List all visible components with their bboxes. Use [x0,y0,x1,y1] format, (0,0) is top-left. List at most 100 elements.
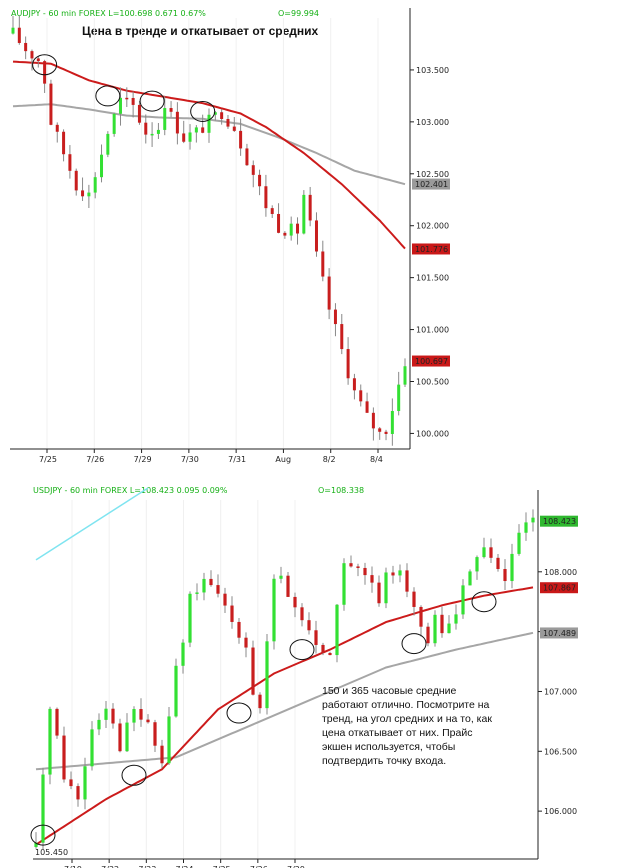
candle-up [87,192,91,197]
price-tag-label: 102.401 [415,180,448,189]
candle-up [163,108,167,130]
audjpy-header-symbol: AUDJPY - 60 min FOREX L=100.698 0.671 0.… [11,9,206,18]
usdjpy-candles [34,509,535,850]
x-tick-label: 8/2 [323,455,336,464]
candle-down [307,620,311,631]
annotation-line: 150 и 365 часовые средние [322,685,457,697]
candle-up [93,177,97,193]
audjpy-axes: 103.500 103.000 102.500 102.000 101.500 101.0… [10,8,450,464]
candle-up [100,154,104,178]
price-tag-label: 108.423 [543,517,576,526]
candle-up [90,729,94,767]
candle-up [531,517,535,523]
candle-down [300,607,304,621]
candle-down [264,186,268,209]
candle-down [321,251,325,277]
x-tick-label: 7/25 [213,865,231,868]
candle-up [335,604,339,656]
price-tag [412,243,450,255]
candle-down [244,637,248,648]
usdjpy-trendline [35,487,149,561]
candle-up [118,97,122,114]
candle-up [132,709,136,723]
candle-down [258,174,262,187]
candle-down [49,83,53,125]
audjpy-grid [46,18,379,449]
candle-down [76,786,80,800]
y-tick-label: 108.000 [544,568,577,577]
candle-down [153,722,157,746]
usdjpy-header-open: O=108.338 [318,486,364,495]
candle-down [283,232,287,236]
candle-down [223,593,227,606]
candle-down [175,111,179,134]
candle-down [139,709,143,720]
candle-up [302,194,306,234]
candle-down [239,130,243,149]
candle-up [106,133,110,155]
y-tick-label: 100.000 [416,429,449,438]
candle-down [378,428,382,432]
candle-up [188,593,192,643]
y-tick-label: 100.500 [416,377,449,386]
ma-fast-line [35,586,534,846]
candle-up [167,716,171,764]
highlight-circle [95,85,121,107]
candle-down [384,431,388,434]
candle-down [137,104,141,123]
candle-up [384,572,388,604]
candle-up [156,129,160,134]
x-tick-label: Aug [275,455,291,464]
candle-down [62,131,66,155]
price-tag-label: 100.697 [415,357,448,366]
candle-up [342,563,346,605]
candle-down [55,124,59,132]
candle-down [489,547,493,558]
candle-up [97,719,101,730]
candle-down [405,570,409,592]
candle-down [296,223,300,234]
candle-down [245,148,249,166]
candle-down [131,97,135,105]
candle-up [482,547,486,558]
x-tick-label: 7/23 [138,865,156,868]
candle-up [397,384,401,412]
cyan-trendline [35,487,149,561]
candle-up [213,112,217,115]
candle-up [188,132,192,142]
y-tick-label: 101.500 [416,274,449,283]
price-tag-label: 101.776 [415,245,448,254]
candle-down [365,401,369,413]
candle-up [125,722,129,752]
y-tick-label: 107.000 [544,687,577,696]
candle-up [475,557,479,572]
candle-down [55,708,59,736]
usdjpy-chart: USDJPY - 60 min FOREX L=108.423 0.095 0.… [30,486,578,868]
candle-down [346,349,350,379]
candle-down [328,652,332,656]
usdjpy-circles [30,591,497,846]
candle-down [62,735,66,780]
candle-down [43,61,47,84]
candle-down [308,194,312,221]
candle-up [195,592,199,594]
usdjpy-moving-averages [35,586,534,846]
highlight-circle [190,100,216,122]
candle-up [112,113,116,134]
candle-up [447,623,451,634]
candle-down [226,118,230,127]
candle-up [202,578,206,593]
candle-down [314,630,318,645]
candle-up [279,575,283,579]
candle-down [277,213,281,233]
candle-up [207,114,211,133]
audjpy-candles [11,15,407,446]
candle-down [314,220,318,252]
candle-up [517,532,521,554]
candle-down [81,190,85,197]
candle-down [201,127,205,133]
y-tick-label: 102.000 [416,222,449,231]
candle-down [24,42,28,52]
candle-up [398,570,402,576]
candle-down [160,745,164,764]
